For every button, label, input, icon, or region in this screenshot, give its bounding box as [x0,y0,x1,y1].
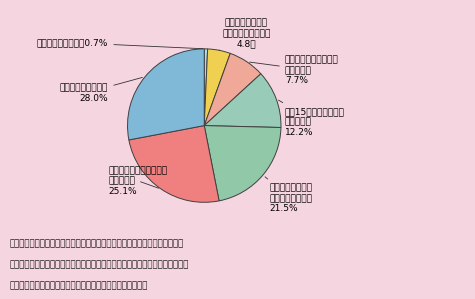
Text: 片道１時間未満の
場所に住んでいる
21.5%: 片道１時間未満の 場所に住んでいる 21.5% [265,177,313,213]
Text: 片道15分未満の場所に
住んでいる
12.2%: 片道15分未満の場所に 住んでいる 12.2% [278,100,345,137]
Text: 片道１時間以上の場所に
住んでいる
25.1%: 片道１時間以上の場所に 住んでいる 25.1% [108,166,168,196]
Text: 同じ建物又は同じ
敷地内に住んでいる
4.8％: 同じ建物又は同じ 敷地内に住んでいる 4.8％ [219,19,271,50]
Text: ２　普通世帯とは、住居と生計を共にしている家族などの世帯をいう。: ２ 普通世帯とは、住居と生計を共にしている家族などの世帯をいう。 [10,260,189,269]
Text: 一緒に住んでいる　0.7%: 一緒に住んでいる 0.7% [37,38,203,49]
Text: 徒歩５分程度の場所に
住んでいる
7.7%: 徒歩５分程度の場所に 住んでいる 7.7% [249,55,339,85]
Wedge shape [204,54,261,126]
Wedge shape [204,74,281,127]
Wedge shape [127,49,204,140]
Wedge shape [204,126,281,201]
Text: （注）１　総数から別世帯となっている子の居住地「不詳」を除いている。: （注）１ 総数から別世帯となっている子の居住地「不詳」を除いている。 [10,239,184,248]
Wedge shape [204,49,208,126]
Wedge shape [204,49,230,126]
Wedge shape [129,126,219,202]
Text: 別世帯の子はいない
28.0%: 別世帯の子はいない 28.0% [60,77,142,103]
Text: 資料）総務省「住宅・土地統計調査」（平成５年）より作成: 資料）総務省「住宅・土地統計調査」（平成５年）より作成 [10,281,148,290]
